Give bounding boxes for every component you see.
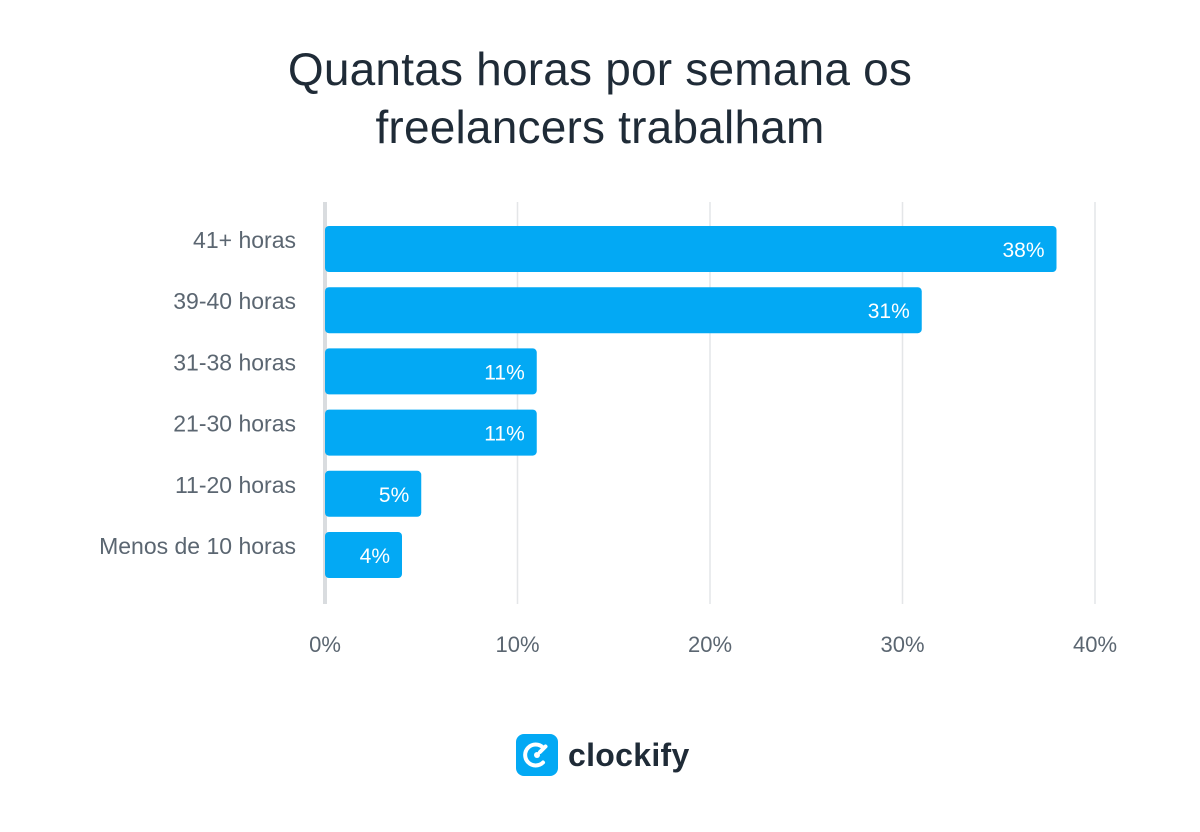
chart-title-line-1: Quantas horas por semana os xyxy=(287,43,913,95)
x-tick-label: 10% xyxy=(495,632,539,657)
category-label: 41+ horas xyxy=(193,227,296,253)
logo-text: clockify xyxy=(568,736,690,773)
bars xyxy=(325,226,1057,578)
x-tick-label: 40% xyxy=(1073,632,1117,657)
clockify-logo: clockify xyxy=(516,733,690,777)
x-tick-label: 0% xyxy=(309,632,341,657)
x-tick-label: 20% xyxy=(688,632,732,657)
bar-value-label: 5% xyxy=(379,484,409,507)
bar xyxy=(325,470,422,517)
bar-value-label: 11% xyxy=(484,423,524,446)
bar-value-label: 31% xyxy=(868,300,910,323)
bar xyxy=(325,348,537,395)
bar xyxy=(325,532,402,578)
clockify-logo-icon xyxy=(516,734,558,776)
bar-value-label: 4% xyxy=(360,545,390,568)
chart-title: Quantas horas por semana os freelancers … xyxy=(0,40,1200,156)
bar xyxy=(325,226,1057,272)
x-tick-label: 30% xyxy=(880,632,924,657)
bar xyxy=(325,409,537,456)
bar xyxy=(325,287,922,334)
category-label: 31-38 horas xyxy=(173,349,296,375)
category-label: 39-40 horas xyxy=(173,288,296,314)
labels: 0% 10% 20% 30% 40% 38% 41+ horas 31% 39-40 horas… xyxy=(99,227,1117,657)
chart-title-line-2: freelancers trabalham xyxy=(375,101,825,153)
bar-chart: 0% 10% 20% 30% 40% 38% 41+ horas 31% 39-40 horas… xyxy=(99,202,1117,657)
bar-value-label: 38% xyxy=(1002,239,1044,262)
category-label: 11-20 horas xyxy=(175,472,296,498)
category-label: Menos de 10 horas xyxy=(99,533,296,559)
category-label: 21-30 horas xyxy=(173,411,296,437)
bar-value-label: 11% xyxy=(484,361,524,384)
